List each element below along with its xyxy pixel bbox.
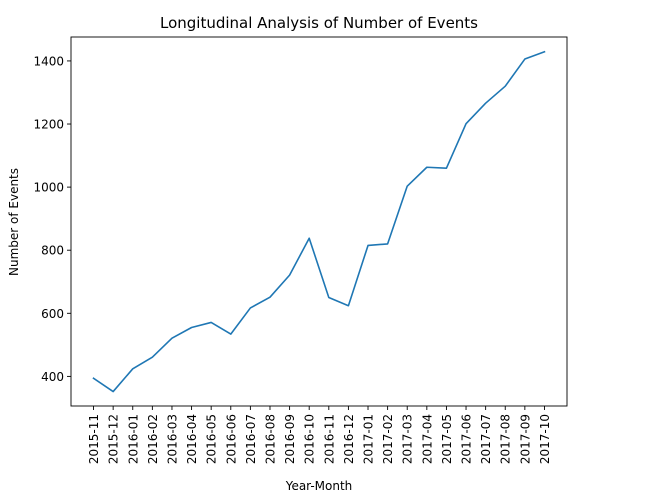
x-tick-label: 2017-06: [460, 414, 474, 464]
x-axis-ticks: 2015-11 2015-12 2016-01 2016-02 2016-03 2016-…: [87, 406, 552, 464]
x-tick-label: 2015-11: [87, 414, 101, 464]
x-tick-label: 2016-07: [244, 414, 258, 464]
x-axis-label: Year-Month: [285, 479, 353, 493]
y-tick-label: 1200: [33, 118, 64, 132]
x-tick-label: 2017-07: [479, 414, 493, 464]
x-tick-label: 2017-09: [518, 414, 532, 464]
y-tick-label: 800: [41, 244, 64, 258]
series-line: [92, 50, 546, 393]
x-tick-label: 2016-04: [185, 414, 199, 464]
x-tick-label: 2017-04: [420, 414, 434, 464]
chart-title: Longitudinal Analysis of Number of Event…: [160, 14, 478, 32]
x-tick-label: 2017-08: [499, 414, 513, 464]
y-tick-label: 1000: [33, 181, 64, 195]
x-tick-label: 2015-12: [107, 414, 121, 464]
y-tick-label: 400: [41, 370, 64, 384]
x-tick-label: 2016-11: [322, 414, 336, 464]
x-tick-label: 2017-01: [362, 414, 376, 464]
x-tick-label: 2016-10: [303, 414, 317, 464]
x-tick-label: 2016-05: [205, 414, 219, 464]
x-tick-label: 2016-02: [146, 414, 160, 464]
x-tick-label: 2016-01: [126, 414, 140, 464]
y-tick-label: 600: [41, 307, 64, 321]
x-tick-label: 2016-03: [165, 414, 179, 464]
x-tick-label: 2017-10: [538, 414, 552, 464]
x-tick-label: 2017-05: [440, 414, 454, 464]
x-tick-label: 2016-08: [263, 414, 277, 464]
x-tick-label: 2016-09: [283, 414, 297, 464]
y-axis-ticks: 400 600 800 1000 1200 1400: [33, 54, 71, 384]
x-tick-label: 2017-02: [381, 414, 395, 464]
y-tick-label: 1400: [33, 54, 64, 68]
x-tick-label: 2017-03: [401, 414, 415, 464]
x-tick-label: 2016-06: [224, 414, 238, 464]
y-axis-label: Number of Events: [7, 168, 21, 276]
plot-frame: [70, 36, 568, 407]
x-tick-label: 2016-12: [342, 414, 356, 464]
